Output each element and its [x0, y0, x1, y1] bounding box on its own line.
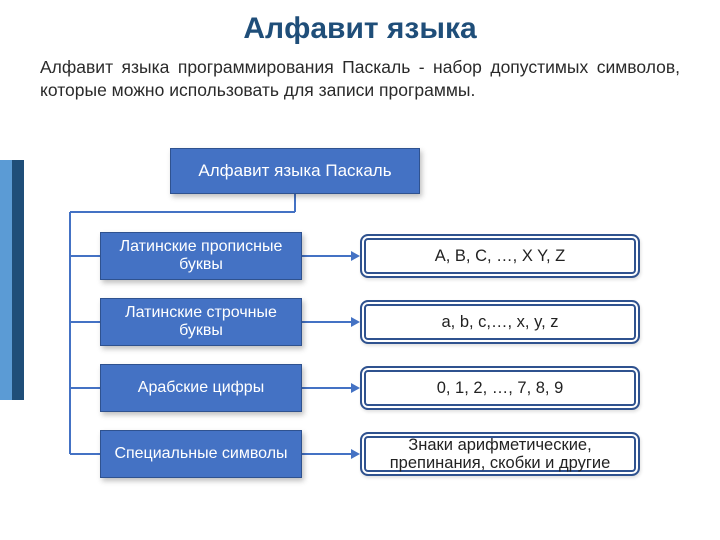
category-label: Специальные символы: [114, 445, 287, 463]
category-label: Латинские строчные буквы: [107, 304, 295, 341]
category-uppercase: Латинские прописные буквы: [100, 232, 302, 280]
example-digits: 0, 1, 2, …, 7, 8, 9: [360, 366, 640, 410]
category-lowercase: Латинские строчные буквы: [100, 298, 302, 346]
alphabet-diagram: Алфавит языка Паскаль Латинские прописны…: [52, 148, 680, 528]
example-text: Знаки арифметические, препинания, скобки…: [370, 436, 630, 472]
side-accent-light: [0, 160, 12, 400]
category-label: Арабские цифры: [138, 379, 264, 397]
example-text: 0, 1, 2, …, 7, 8, 9: [437, 379, 564, 397]
example-uppercase: A, B, C, …, X Y, Z: [360, 234, 640, 278]
example-lowercase: a, b, c,…, x, y, z: [360, 300, 640, 344]
root-node: Алфавит языка Паскаль: [170, 148, 420, 194]
side-accent: [0, 160, 24, 400]
root-node-label: Алфавит языка Паскаль: [198, 161, 391, 181]
example-text: A, B, C, …, X Y, Z: [435, 247, 566, 265]
page-title: Алфавит языка: [0, 0, 720, 46]
category-label: Латинские прописные буквы: [107, 238, 295, 275]
category-digits: Арабские цифры: [100, 364, 302, 412]
side-accent-dark: [12, 160, 24, 400]
example-text: a, b, c,…, x, y, z: [441, 313, 558, 331]
category-special: Специальные символы: [100, 430, 302, 478]
description-text: Алфавит языка программирования Паскаль -…: [0, 46, 720, 110]
example-special: Знаки арифметические, препинания, скобки…: [360, 432, 640, 476]
